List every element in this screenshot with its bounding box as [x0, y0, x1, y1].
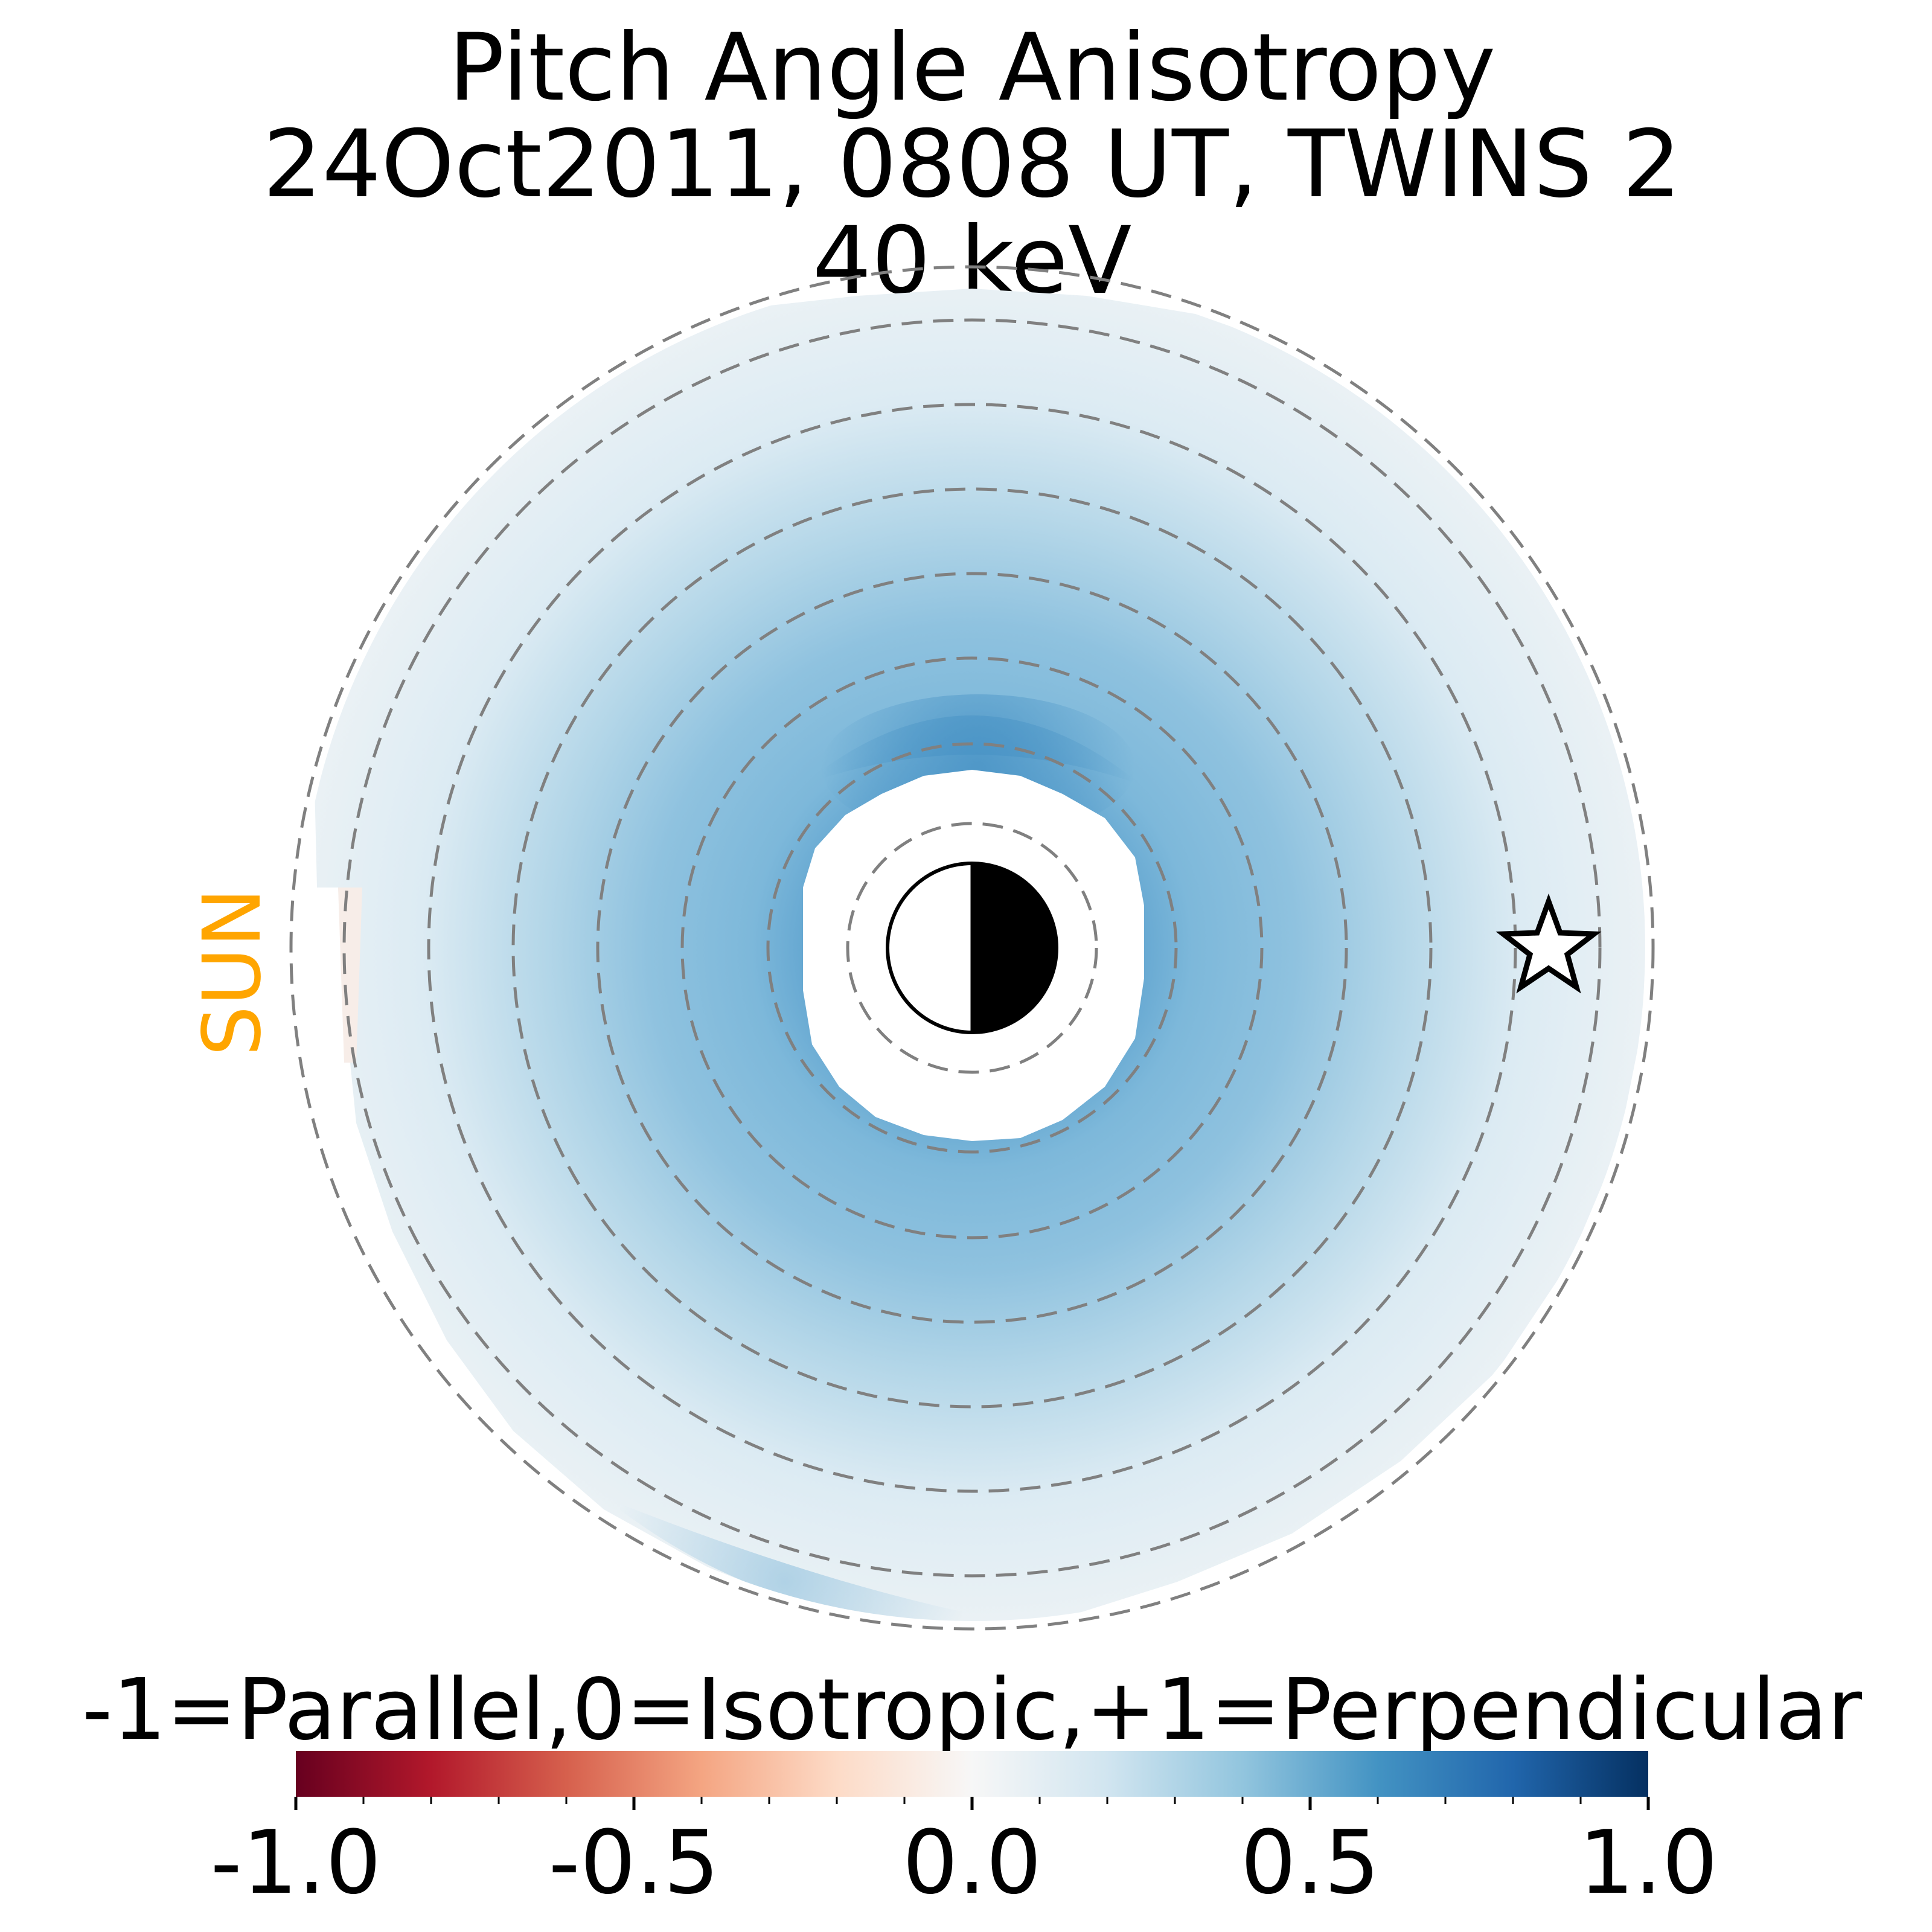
colorbar: -1=Parallel,0=Isotropic,+1=Perpendicular… — [82, 1661, 1863, 1914]
ring — [846, 822, 1098, 1074]
colorbar-label: -1=Parallel,0=Isotropic,+1=Perpendicular — [82, 1661, 1863, 1759]
ring — [289, 265, 1655, 1631]
colorbar-bar — [296, 1751, 1648, 1797]
satellite-star-icon — [1495, 893, 1602, 994]
colorbar-tick-label: 0.0 — [903, 1812, 1042, 1914]
ring — [766, 742, 1178, 1154]
chart-title-line-1: Pitch Angle Anisotropy — [449, 14, 1496, 122]
ring — [511, 487, 1433, 1409]
colorbar-tick-label: 1.0 — [1579, 1812, 1718, 1914]
colorbar-tick-label: -0.5 — [549, 1812, 720, 1914]
colorbar-tick-label: -1.0 — [211, 1812, 382, 1914]
polar-map: SUN — [186, 265, 1655, 1631]
earth-icon — [886, 862, 1058, 1034]
ring — [680, 656, 1264, 1239]
chart-title-line-2: 24Oct2011, 0808 UT, TWINS 2 — [263, 110, 1681, 219]
ring — [342, 318, 1602, 1578]
colorbar-ticks: -1.0 -0.5 0.0 0.5 1.0 — [211, 1797, 1718, 1914]
sun-label: SUN — [186, 888, 279, 1056]
dusk-enhancement — [604, 1497, 1026, 1621]
colorbar-tick-label: 0.5 — [1241, 1812, 1380, 1914]
ring — [596, 572, 1348, 1324]
dashed-rings — [289, 265, 1655, 1631]
ring — [427, 403, 1517, 1493]
